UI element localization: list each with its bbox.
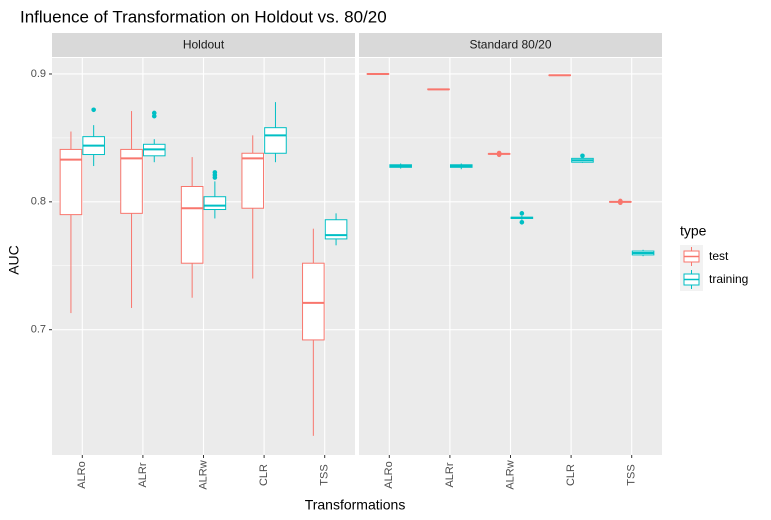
x-tick-label: ALRw	[197, 460, 209, 489]
x-tick-label: TSS	[626, 464, 638, 485]
outlier	[618, 198, 623, 204]
outlier	[519, 219, 525, 225]
x-tick-label: ALRo	[76, 461, 88, 489]
outlier	[151, 110, 157, 116]
x-tick-label: ALRo	[383, 461, 395, 489]
x-tick-label: CLR	[565, 464, 577, 486]
chart-title: Influence of Transformation on Holdout v…	[20, 7, 387, 26]
box	[264, 127, 287, 154]
strip-label: Holdout	[183, 38, 225, 52]
outlier	[212, 175, 218, 180]
box	[203, 196, 227, 211]
y-axis-title: AUC	[6, 245, 22, 275]
legend-label: training	[709, 272, 748, 286]
outlier	[151, 113, 157, 119]
box	[241, 152, 265, 209]
x-tick-label: ALRr	[444, 462, 456, 487]
x-axis-title: Transformations	[305, 497, 406, 513]
x-tick-label: ALRw	[504, 460, 516, 489]
x-tick-label: ALRr	[137, 462, 149, 487]
strip-background	[359, 33, 662, 57]
outlier	[580, 153, 585, 159]
legend-label: test	[709, 249, 729, 263]
outlier	[496, 150, 502, 156]
box	[302, 262, 325, 341]
y-tick-label: 0.8	[31, 196, 46, 208]
x-tick-label: CLR	[258, 464, 270, 486]
strip-background	[52, 33, 355, 57]
strip-label: Standard 80/20	[469, 38, 551, 52]
box	[120, 148, 143, 214]
x-tick-label: TSS	[319, 464, 331, 485]
legend-title: type	[680, 223, 707, 239]
box	[180, 185, 204, 264]
y-tick-label: 0.7	[31, 324, 46, 336]
outlier	[91, 107, 96, 113]
box	[59, 148, 83, 216]
outlier	[519, 211, 525, 216]
y-tick-label: 0.9	[31, 68, 46, 80]
